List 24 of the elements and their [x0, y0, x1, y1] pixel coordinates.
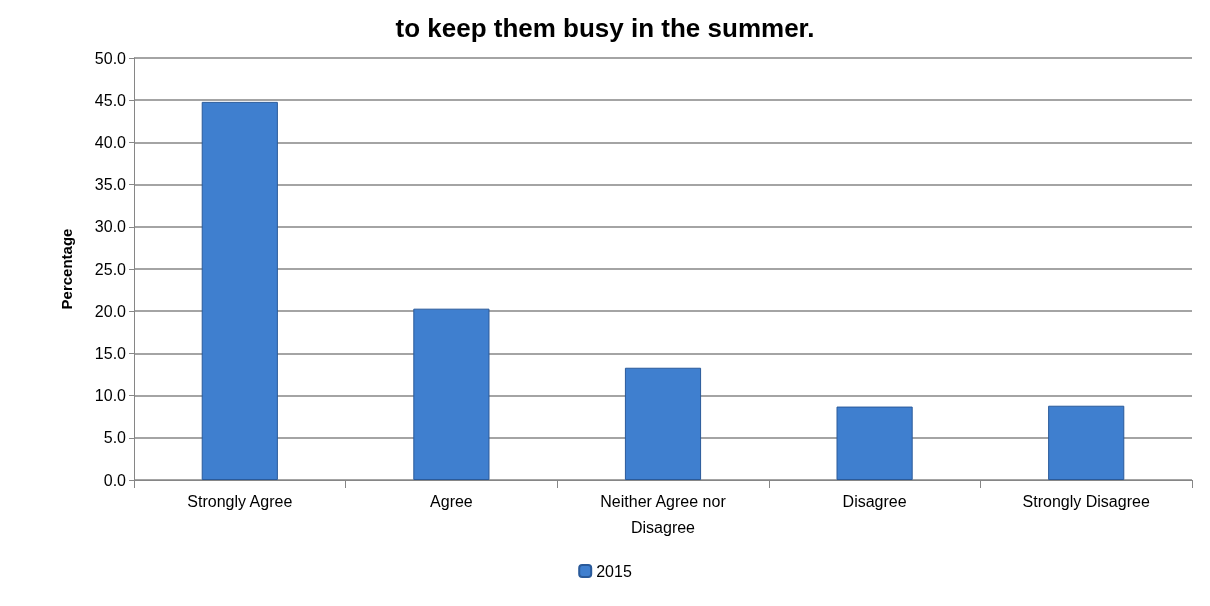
x-tick-label: Agree: [430, 492, 473, 510]
bar: [1048, 405, 1125, 480]
y-tick-label: 20.0: [94, 302, 127, 320]
y-tick-label: 5.0: [103, 429, 127, 447]
x-tick-label: Neither Agree nor Disagree: [600, 492, 727, 536]
bar: [624, 367, 702, 480]
y-tick-label: 40.0: [94, 133, 127, 151]
bar: [413, 308, 490, 480]
y-axis-title: Percentage: [58, 228, 75, 310]
y-tick-label: 30.0: [94, 218, 127, 236]
chart-title: to keep them busy in the summer.: [395, 13, 815, 43]
y-tick-label: 15.0: [94, 344, 127, 362]
x-tick-label: Strongly Agree: [187, 492, 293, 510]
y-tick-label: 35.0: [94, 176, 127, 194]
bar: [201, 101, 278, 480]
y-tick-label: 0.0: [103, 471, 127, 489]
legend-label: 2015: [596, 562, 632, 580]
y-tick-label: 50.0: [94, 49, 127, 67]
y-tick-label: 10.0: [94, 387, 127, 405]
x-tick-label: Disagree: [842, 492, 907, 510]
x-tick-label: Strongly Disagree: [1022, 492, 1150, 510]
y-tick-label: 45.0: [94, 91, 127, 109]
y-tick-label: 25.0: [94, 260, 127, 278]
bar: [836, 406, 913, 480]
